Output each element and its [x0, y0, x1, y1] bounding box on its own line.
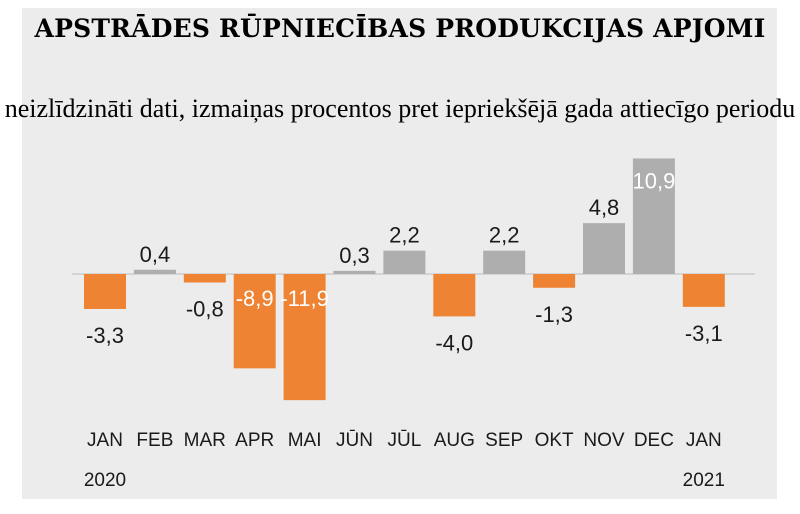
value-label-11: 10,9	[632, 168, 675, 193]
value-label-0: -3,3	[86, 323, 124, 348]
bar-8	[483, 250, 526, 274]
bar-3	[233, 274, 276, 369]
year-label-0: 2020	[84, 470, 126, 491]
category-label-12: JAN	[686, 430, 722, 451]
bar-2	[183, 274, 226, 283]
category-label-2: MAR	[184, 430, 226, 451]
value-label-1: 0,4	[140, 242, 171, 267]
category-label-0: JAN	[87, 430, 123, 451]
category-label-5: JŪN	[336, 430, 373, 451]
category-label-9: OKT	[535, 430, 574, 451]
value-label-9: -1,3	[535, 302, 573, 327]
bar-12	[682, 274, 725, 307]
value-label-12: -3,1	[685, 321, 723, 346]
category-label-10: NOV	[583, 430, 625, 451]
bar-5	[333, 270, 376, 274]
category-label-8: SEP	[485, 430, 523, 451]
value-label-4: -11,9	[280, 286, 329, 311]
category-label-4: MAI	[288, 430, 322, 451]
category-label-7: AUG	[434, 430, 475, 451]
value-label-6: 2,2	[389, 223, 420, 248]
chart-subtitle: neizlīdzināti dati, izmaiņas procentos p…	[4, 94, 796, 123]
category-label-11: DEC	[634, 430, 674, 451]
bar-11	[632, 158, 675, 274]
value-label-2: -0,8	[186, 296, 224, 321]
bar-7	[433, 274, 476, 317]
bar-10	[583, 223, 625, 274]
bar-4	[283, 274, 326, 401]
year-label-1: 2021	[683, 470, 725, 491]
category-label-6: JŪL	[388, 430, 422, 451]
bar-9	[533, 274, 576, 288]
value-label-10: 4,8	[589, 195, 620, 220]
category-label-3: APR	[235, 430, 274, 451]
bar-1	[133, 269, 176, 274]
value-label-8: 2,2	[489, 223, 520, 248]
value-label-5: 0,3	[339, 243, 370, 268]
category-label-1: FEB	[136, 430, 173, 451]
value-label-7: -4,0	[435, 330, 473, 355]
value-label-3: -8,9	[236, 286, 274, 311]
bar-6	[383, 250, 426, 274]
bar-0	[84, 274, 126, 309]
chart-title: APSTRĀDES RŪPNIECĪBAS PRODUKCIJAS APJOMI	[34, 14, 766, 43]
